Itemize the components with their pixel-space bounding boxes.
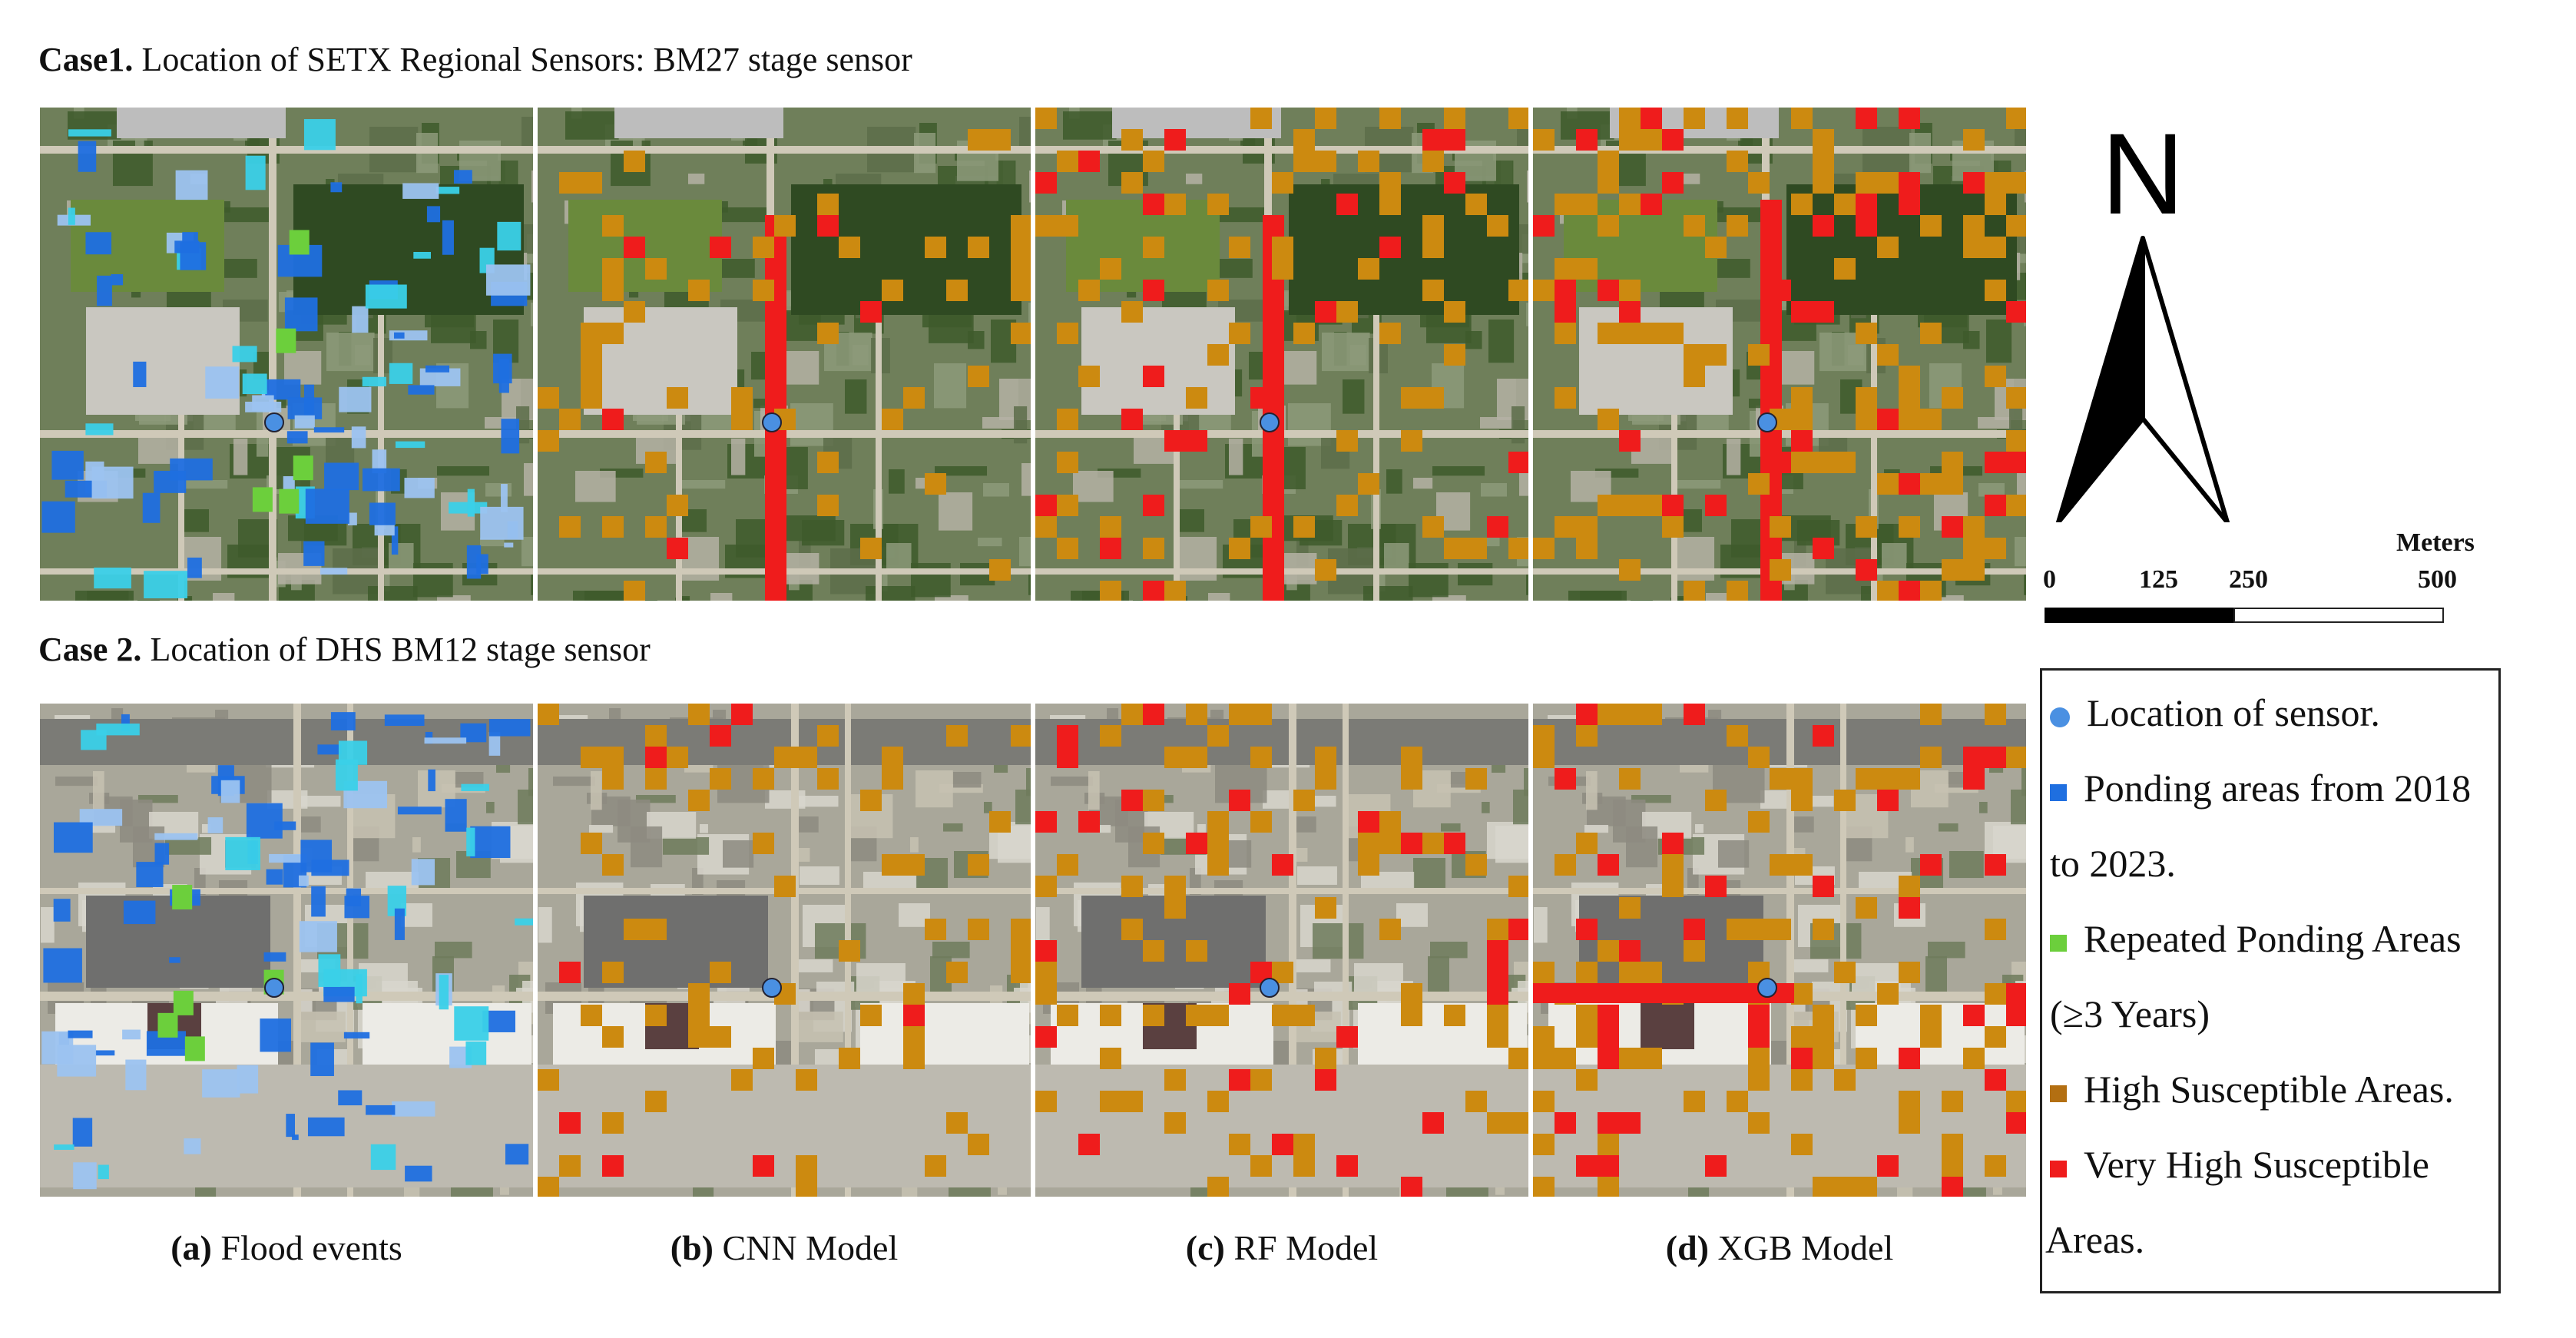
north-label: N [2101,123,2184,238]
legend-item-repeated-cont: (≥3 Years) [2050,992,2210,1035]
caption-rf: (c) RF Model [1185,1228,1379,1267]
map-image [1035,108,1528,601]
caption-cnn: (b) CNN Model [670,1228,899,1267]
case1-panel-rf [1035,108,1528,601]
legend-item-sensor: Location of sensor. [2050,691,2380,735]
case2-panel-cnn [538,704,1031,1197]
map-image [40,108,533,601]
map-image [40,704,533,1197]
legend-item-high: High Susceptible Areas. [2050,1067,2454,1111]
case2-title: Case 2. Location of DHS BM12 stage senso… [38,631,651,668]
map-image [1533,704,2026,1197]
case2-panel-xgb [1533,704,2026,1197]
scale-bar: Meters 0 125 250 500 [2043,522,2475,630]
map-image [1035,704,1528,1197]
caption-xgb: (d) XGB Model [1665,1228,1894,1267]
legend-item-repeated: Repeated Ponding Areas [2050,916,2462,961]
legend-item-very-high: Very High Susceptible [2050,1142,2429,1187]
legend: Location of sensor. Ponding areas from 2… [2040,668,2501,1293]
scale-tick-125: 125 [2139,565,2178,594]
scale-tick-0: 0 [2043,565,2056,594]
case1-panel-cnn [538,108,1031,601]
legend-item-very-high-cont: Areas. [2045,1218,2145,1261]
case1-panel-flood-events [40,108,533,601]
very-high-swatch-icon [2050,1160,2067,1177]
ponding-swatch-icon [2050,783,2067,801]
scale-unit: Meters [2396,528,2475,557]
north-arrow-icon: N [2056,123,2230,522]
sensor-location-marker [762,412,782,432]
high-swatch-icon [2050,1085,2067,1102]
scale-bar-graphic [2045,608,2444,623]
sensor-location-marker [264,978,284,998]
caption-flood-events: (a) Flood events [171,1228,402,1267]
sensor-location-marker [264,412,284,432]
sensor-location-marker [1757,412,1777,432]
repeated-swatch-icon [2050,934,2067,952]
sensor-location-marker [1260,978,1280,998]
map-image [538,108,1031,601]
case1-title: Case1. Location of SETX Regional Sensors… [38,41,912,78]
case1-panel-xgb [1533,108,2026,601]
sensor-location-marker [762,978,782,998]
sensor-location-marker [1757,978,1777,998]
scale-tick-500: 500 [2418,565,2457,594]
legend-item-ponding: Ponding areas from 2018 [2050,766,2471,810]
sensor-location-marker [1260,412,1280,432]
map-image [1533,108,2026,601]
scale-tick-250: 250 [2229,565,2268,594]
case2-panel-flood-events [40,704,533,1197]
legend-item-ponding-cont: to 2023. [2050,842,2176,885]
case2-panel-rf [1035,704,1528,1197]
sensor-dot-icon [2050,707,2070,727]
map-image [538,704,1031,1197]
